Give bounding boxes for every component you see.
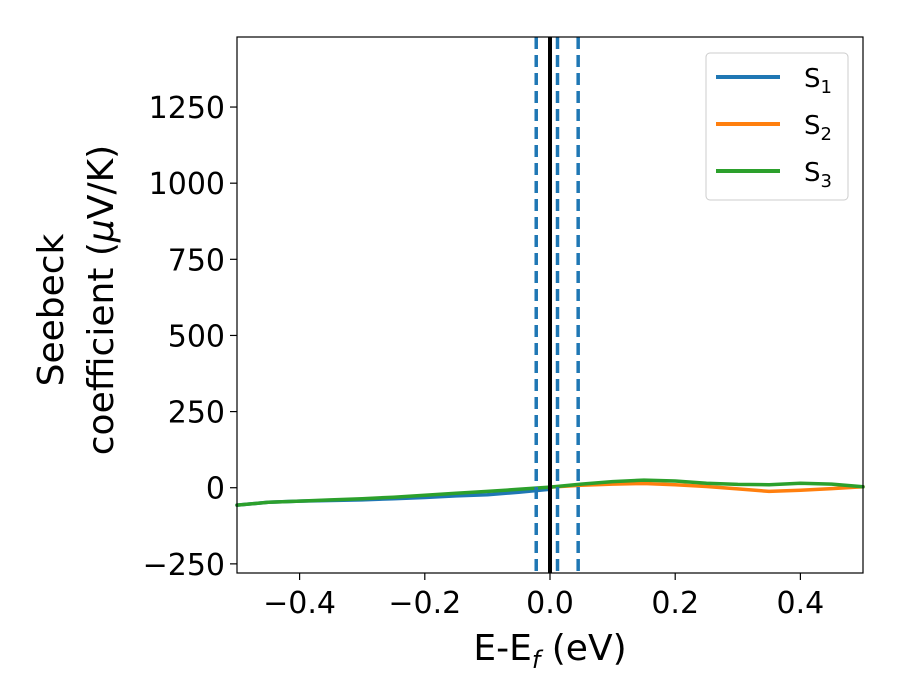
legend-label-s1: S1	[804, 64, 832, 98]
y-tick-label: 750	[168, 243, 225, 278]
x-tick-label: 0.4	[777, 586, 825, 621]
x-ticks: −0.4 −0.2 0.0 0.2 0.4	[263, 573, 824, 621]
y-axis-label-line2-post: V/K)	[81, 145, 122, 219]
x-axis-label-rest: (eV)	[540, 628, 626, 669]
series-line-s2	[548, 481, 865, 494]
y-tick-label: 250	[168, 396, 225, 431]
legend-box	[705, 52, 849, 201]
x-tick-label: 0.2	[651, 586, 699, 621]
y-axis-label-mu: μ	[81, 219, 122, 243]
y-axis-label-line1: Seebeck	[31, 233, 72, 386]
y-tick-label: 1000	[149, 167, 225, 202]
y-tick-label: 500	[168, 319, 225, 354]
x-axis-label: E-Ef (eV)	[473, 628, 626, 674]
y-tick-label: 1250	[149, 91, 225, 126]
y-tick-label: −250	[143, 548, 225, 583]
x-tick-label: 0.0	[526, 586, 574, 621]
x-tick-label: −0.2	[388, 586, 461, 621]
y-ticks: −250 0 250 500 750 1000 1250	[143, 91, 237, 583]
y-axis-label-line2-pre: coefficient (	[81, 242, 122, 455]
vertical-lines-layer	[534, 37, 580, 573]
x-tick-label: −0.4	[263, 586, 336, 621]
legend-label-s2: S2	[804, 111, 832, 145]
y-tick-label: 0	[206, 472, 225, 507]
y-axis-label: Seebeck coefficient (μV/K)	[31, 145, 122, 455]
legend: S1 S2 S3	[705, 52, 849, 201]
x-axis-label-main: E-E	[473, 628, 531, 669]
legend-label-s3: S3	[804, 158, 832, 192]
y-axis-label-line2: coefficient (μV/K)	[81, 145, 122, 455]
